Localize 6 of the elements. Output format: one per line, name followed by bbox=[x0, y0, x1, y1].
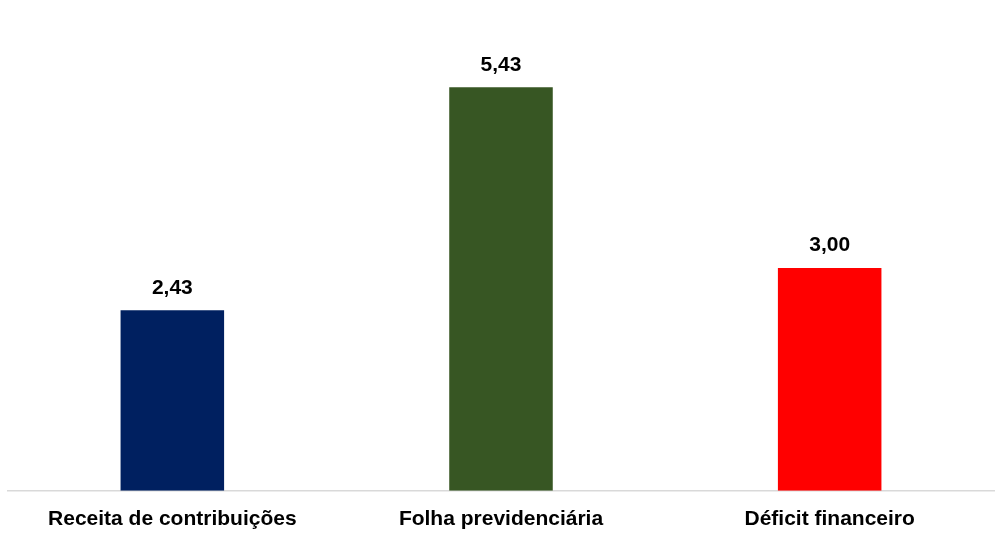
data-label: 2,43 bbox=[151, 274, 193, 298]
data-label: 3,00 bbox=[809, 232, 851, 256]
data-label: 5,43 bbox=[480, 51, 522, 75]
x-tick-label: Déficit financeiro bbox=[744, 506, 915, 530]
x-tick-label: Folha previdenciária bbox=[398, 506, 604, 530]
x-tick-label: Receita de contribuições bbox=[48, 506, 297, 530]
